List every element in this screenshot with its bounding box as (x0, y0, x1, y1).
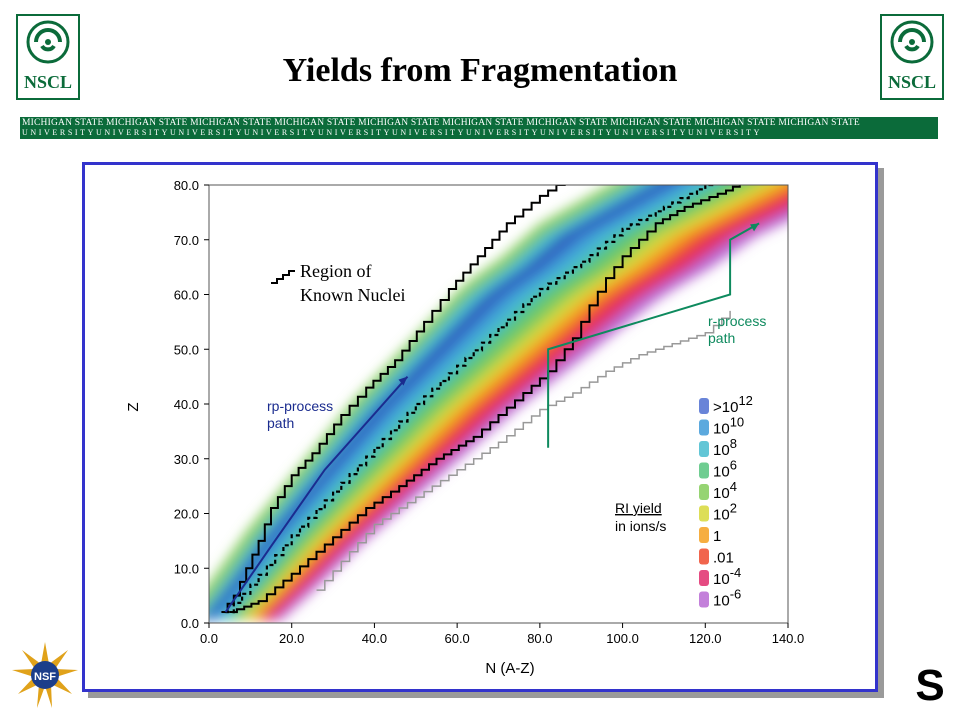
rp-process-arrowhead (398, 376, 408, 386)
rp-process-label-line1: rp-process (267, 398, 333, 414)
x-tick-label: 80.0 (527, 631, 552, 646)
y-tick-label: 70.0 (174, 233, 199, 248)
chart-frame: 0.0 20.0 40.0 60.0 80.0 100.0 120.0 140.0 0.0 10.… (82, 162, 878, 692)
legend-label: 102 (713, 501, 737, 524)
r-process-arrowhead (750, 223, 760, 232)
chart-axes: 0.0 20.0 40.0 60.0 80.0 100.0 120.0 140.00.010.… (174, 178, 805, 646)
yield-chart: 0.0 20.0 40.0 60.0 80.0 100.0 120.0 140.00.010.… (125, 178, 805, 677)
nsf-logo-text: NSF (34, 671, 56, 683)
nscl-swirl-icon (890, 20, 934, 64)
rp-process-label-line2: path (267, 415, 294, 431)
nscl-swirl-icon (26, 20, 70, 64)
nscl-logo-right: NSCL (880, 14, 944, 100)
known-nuclei-lower-boundary (229, 185, 741, 614)
known-nuclei-label-line2: Known Nuclei (300, 285, 405, 305)
nscl-logo-text: NSCL (23, 72, 72, 92)
legend-label: 104 (713, 479, 737, 502)
banner-top-text: MICHIGAN STATE MICHIGAN STATE MICHIGAN S… (22, 118, 860, 128)
chart-overlay (221, 185, 760, 614)
x-tick-label: 40.0 (362, 631, 387, 646)
yield-legend-title-line2: in ions/s (615, 518, 666, 534)
x-tick-label: 140.0 (772, 631, 805, 646)
x-tick-label: 100.0 (606, 631, 639, 646)
legend-swatch (699, 570, 709, 586)
page-title: Yields from Fragmentation (282, 52, 678, 89)
x-tick-label: 20.0 (279, 631, 304, 646)
legend-label: 106 (713, 458, 737, 481)
x-axis-label: N (A-Z) (485, 660, 534, 677)
r-process-label-line1: r-process (708, 313, 766, 329)
known-nuclei-label-line1: Region of (300, 261, 372, 281)
gray-yield-edge (316, 310, 731, 591)
y-tick-label: 50.0 (174, 342, 199, 357)
legend-label: >1012 (713, 393, 753, 416)
legend-label: 108 (713, 436, 737, 459)
x-tick-label: 60.0 (444, 631, 469, 646)
y-tick-label: 30.0 (174, 452, 199, 467)
banner-bottom-text: UNIVERSITYUNIVERSITYUNIVERSITYUNIVERSITY… (22, 128, 762, 137)
legend-label: 10-6 (713, 587, 741, 610)
legend-swatch (699, 527, 709, 543)
x-tick-label: 120.0 (689, 631, 722, 646)
heatmap-band (209, 185, 650, 612)
legend-swatch (699, 505, 709, 522)
legend-label: 10-4 (713, 565, 741, 588)
legend-swatch (699, 548, 709, 565)
nscl-logo-left: NSCL (16, 14, 80, 100)
legend-label: .01 (713, 550, 734, 567)
r-process-label-line2: path (708, 330, 735, 346)
nscl-logo-text: NSCL (887, 72, 936, 92)
legend-swatch (699, 462, 709, 479)
msu-spartan-logo: S (915, 661, 944, 706)
legend-swatch (699, 441, 709, 457)
rp-process-path (224, 375, 409, 613)
nsf-logo: NSF (12, 642, 78, 708)
r-process-path (547, 222, 760, 448)
heatmap-band (209, 185, 631, 602)
y-axis-label: Z (125, 402, 142, 411)
legend-label: 1010 (713, 415, 744, 438)
y-tick-label: 20.0 (174, 507, 199, 522)
yield-legend-title-line1: RI yield (615, 500, 662, 516)
y-tick-label: 0.0 (181, 616, 199, 631)
legend-swatch (699, 591, 709, 608)
legend-swatch (699, 398, 709, 414)
known-nuclei-upper-boundary (221, 185, 566, 614)
legend-label: 1 (713, 528, 721, 545)
y-tick-label: 10.0 (174, 561, 199, 576)
y-tick-label: 80.0 (174, 178, 199, 193)
y-tick-label: 40.0 (174, 397, 199, 412)
legend-swatch (699, 484, 709, 500)
x-tick-label: 0.0 (200, 631, 218, 646)
yield-heatmap (209, 185, 788, 621)
y-tick-label: 60.0 (174, 288, 199, 303)
msu-banner: MICHIGAN STATE MICHIGAN STATE MICHIGAN S… (20, 117, 938, 139)
msu-logo-letter: S (915, 661, 944, 706)
known-nuclei-legend-icon (271, 270, 295, 284)
stable-valley-line (225, 185, 714, 614)
legend-swatch (699, 419, 709, 436)
